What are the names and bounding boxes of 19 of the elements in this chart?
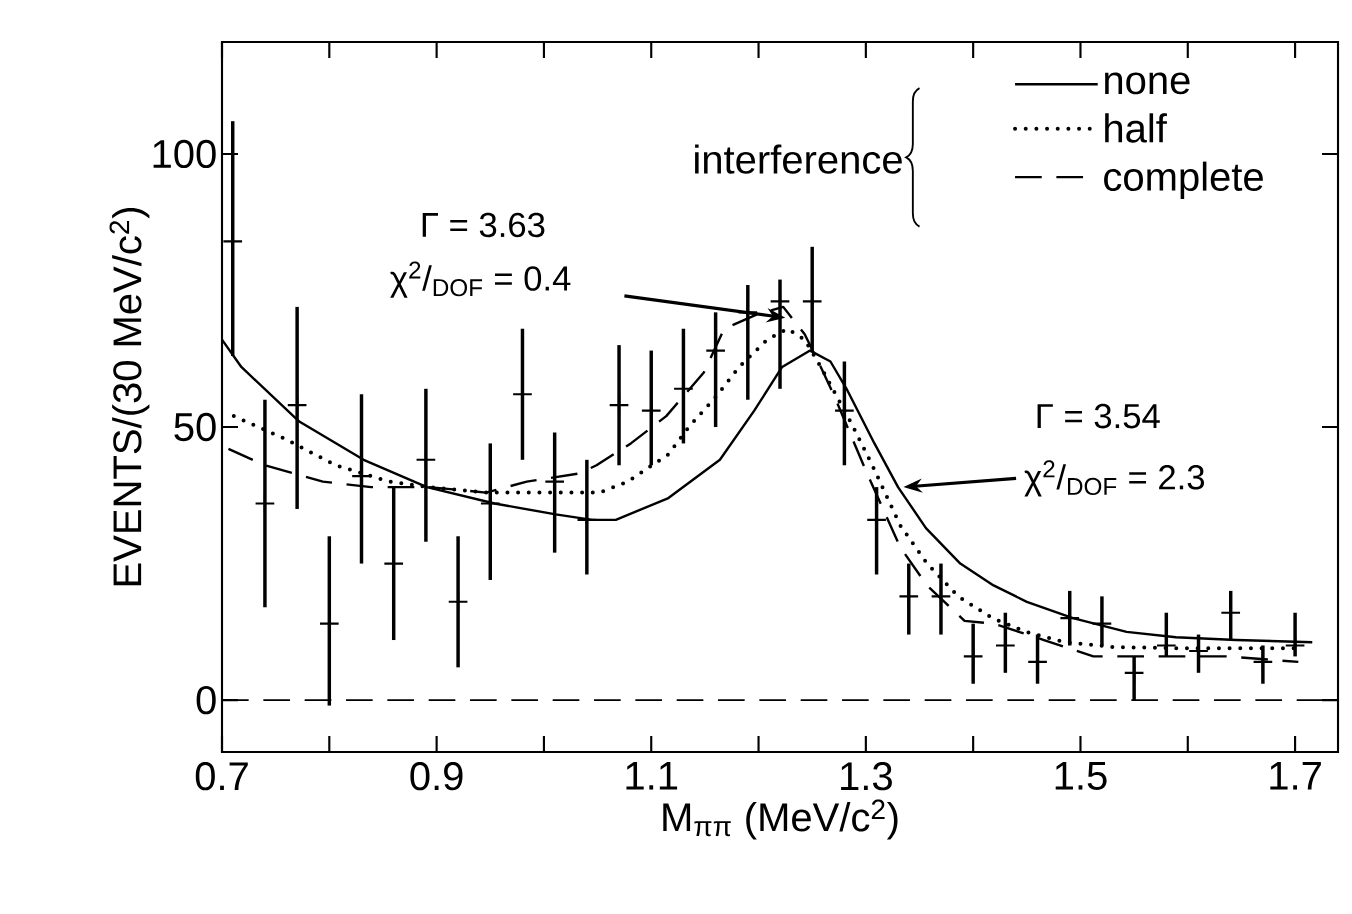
x-tick-label: 0.9 xyxy=(410,762,463,791)
y-tick-label: 100 xyxy=(153,139,216,169)
x-tick-label: 1.7 xyxy=(1270,762,1321,790)
legend-label: complete xyxy=(1104,161,1263,199)
legend-title: interference xyxy=(695,144,902,174)
annotation: χ$^{2}$/$_{DOF}$ = 0.4 xyxy=(390,261,571,298)
x-tick-label: 1.5 xyxy=(1055,762,1107,790)
x-tick-label: 1.3 xyxy=(841,762,892,791)
x-axis-title: M$_{ππ}$ (MeV/c$^{2}$) xyxy=(663,799,898,840)
x-tick-label: 0.7 xyxy=(195,762,248,791)
x-tick-label: 1.1 xyxy=(626,762,678,790)
legend-label: none xyxy=(1105,72,1190,95)
y-tick-label: 0 xyxy=(196,685,216,715)
annotation: Γ = 3.63 xyxy=(422,212,545,238)
y-tick-label: 50 xyxy=(174,412,216,442)
y-axis-title: EVENTS/(30 MeV/c$^{2}$) xyxy=(109,207,150,586)
annotation: Γ = 3.54 xyxy=(1037,403,1160,429)
legend-label: half xyxy=(1105,113,1167,143)
annotation: χ$^{2}$/$_{DOF}$ = 2.3 xyxy=(1024,460,1205,497)
